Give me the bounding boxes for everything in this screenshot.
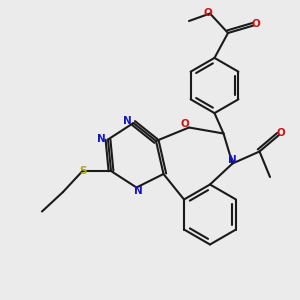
Text: O: O bbox=[251, 19, 260, 29]
Text: N: N bbox=[123, 116, 132, 127]
Text: O: O bbox=[180, 119, 189, 129]
Text: O: O bbox=[276, 128, 285, 139]
Text: N: N bbox=[97, 134, 106, 145]
Text: N: N bbox=[134, 185, 142, 196]
Text: O: O bbox=[203, 8, 212, 19]
Text: N: N bbox=[228, 155, 237, 165]
Text: S: S bbox=[79, 166, 86, 176]
